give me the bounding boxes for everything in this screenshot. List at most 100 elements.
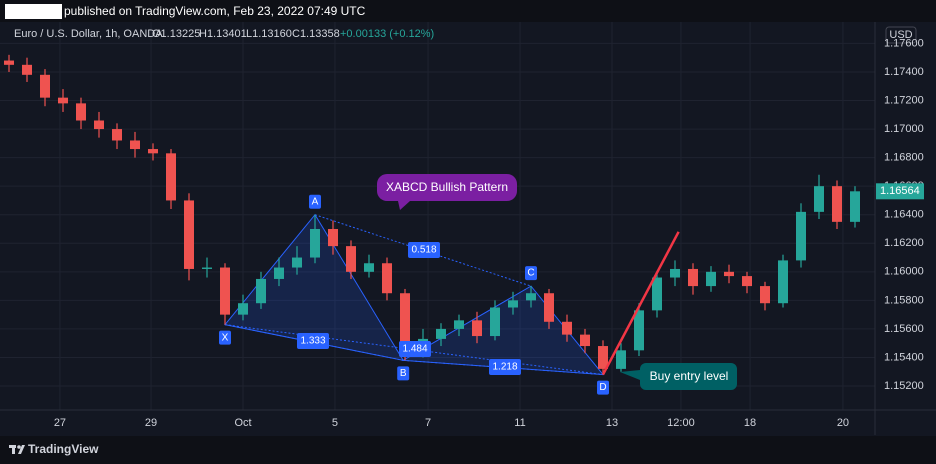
candle-body	[562, 321, 573, 335]
x-tick-label: Oct	[234, 417, 251, 429]
candle-body	[508, 300, 519, 308]
candle-body	[634, 310, 645, 351]
candle-body	[490, 307, 501, 337]
published-text: published on TradingView.com, Feb 23, 20…	[64, 4, 366, 18]
brand-logo	[9, 445, 25, 454]
candle-body	[292, 257, 303, 268]
candle-body	[472, 320, 483, 337]
x-tick-label: 27	[54, 417, 66, 429]
point-box	[397, 366, 410, 381]
y-tick-label: 1.16200	[884, 237, 924, 249]
candle-body	[220, 267, 231, 315]
callout-text: Buy entry level	[650, 369, 729, 383]
x-tick-label: 13	[606, 417, 618, 429]
candle-body	[202, 267, 213, 269]
last-price-label: 1.16564	[880, 185, 920, 197]
y-tick-label: 1.15800	[884, 294, 924, 306]
candle-body	[130, 140, 141, 150]
candle-body	[670, 268, 681, 278]
candle-body	[724, 271, 735, 277]
symbol: Euro / U.S. Dollar, 1h, OANDA	[14, 28, 163, 40]
candle-body	[760, 286, 771, 304]
candle-body	[238, 303, 249, 315]
y-tick-label: 1.17600	[884, 37, 924, 49]
point-box	[597, 380, 610, 395]
candle-body	[58, 97, 69, 104]
candle-body	[688, 268, 699, 287]
entry-line	[601, 231, 680, 376]
x-tick-label: 12:00	[667, 417, 695, 429]
candle-body	[526, 293, 537, 301]
candle-body	[598, 346, 609, 369]
point-label: A	[312, 196, 319, 207]
currency-box	[885, 26, 917, 44]
candle-body	[274, 267, 285, 279]
x-tick-label: 29	[145, 417, 157, 429]
candle-body	[400, 293, 411, 351]
candle-body	[364, 263, 375, 272]
candle-body	[544, 293, 555, 322]
candle-body	[346, 246, 357, 272]
callout-text: XABCD Bullish Pattern	[386, 180, 508, 194]
candle-body	[256, 278, 267, 304]
ratio-box	[489, 359, 521, 375]
candle-body	[310, 228, 321, 258]
legend-change: +0.00133 (+0.12%)	[340, 28, 434, 40]
candle-body	[4, 60, 15, 65]
redaction-box	[5, 4, 62, 19]
candle-body	[850, 191, 861, 222]
candle-body	[454, 320, 465, 329]
candle-body	[22, 64, 33, 75]
point-label: X	[222, 332, 229, 343]
candle-body	[40, 74, 51, 98]
candle-body	[328, 228, 339, 247]
ratio-box	[297, 333, 329, 349]
y-tick-label: 1.16800	[884, 152, 924, 164]
callout	[620, 363, 737, 390]
y-tick-label: 1.15200	[884, 380, 924, 392]
point-box	[219, 330, 232, 345]
callout	[377, 174, 517, 210]
x-tick-label: 5	[332, 417, 338, 429]
last-price-box	[876, 183, 924, 200]
x-tick-label: 18	[744, 417, 756, 429]
y-tick-label: 1.15400	[884, 351, 924, 363]
y-tick-label: 1.16400	[884, 209, 924, 221]
candle-body	[112, 129, 123, 141]
x-tick-label: 11	[514, 417, 525, 429]
y-tick-label: 1.16000	[884, 266, 924, 278]
candle-body	[796, 211, 807, 261]
point-label: C	[527, 268, 534, 279]
candle-body	[184, 200, 195, 269]
pattern-ratio-line	[224, 324, 604, 376]
brand: TradingView	[28, 442, 99, 456]
candle-body	[76, 103, 87, 121]
candle-body	[166, 153, 177, 201]
legend-high: H1.13401	[199, 28, 247, 40]
y-tick-label: 1.17200	[884, 94, 924, 106]
header-bar	[0, 0, 936, 22]
footer-bar	[0, 436, 936, 464]
y-tick-label: 1.15600	[884, 323, 924, 335]
candle-body	[580, 334, 591, 347]
point-label: B	[400, 368, 407, 379]
plot	[0, 22, 875, 410]
candle-body	[616, 350, 627, 369]
ratio-label: 1.333	[300, 336, 325, 347]
legend-low: L1.13160	[246, 28, 292, 40]
ratio-label: 1.484	[402, 344, 427, 355]
ratio-box	[399, 341, 431, 357]
candle-body	[814, 186, 825, 212]
x-tick-label: 7	[425, 417, 431, 429]
candle-body	[94, 120, 105, 130]
legend-open: O1.13225	[152, 28, 200, 40]
candle-body	[778, 260, 789, 304]
point-label: D	[599, 382, 606, 393]
candle-body	[832, 186, 843, 222]
candle-body	[148, 149, 159, 154]
ratio-box	[408, 242, 440, 258]
y-tick-label: 1.17400	[884, 66, 924, 78]
currency: USD	[889, 29, 912, 41]
